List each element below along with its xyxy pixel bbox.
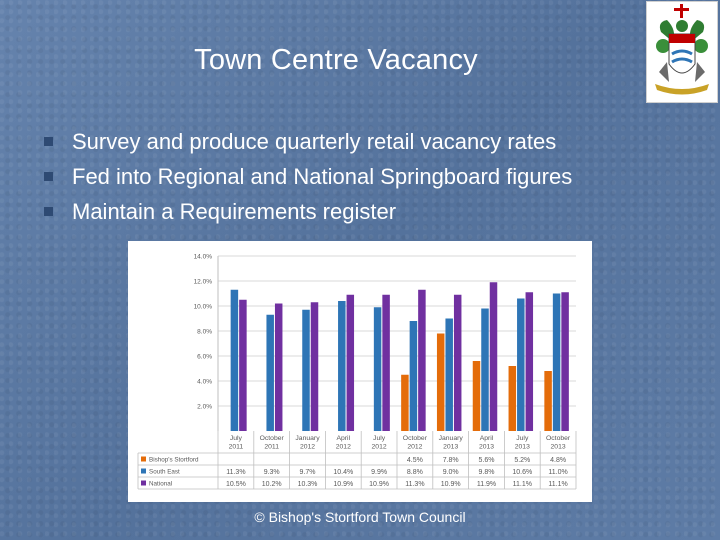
- x-tick-label: 2012: [372, 444, 387, 451]
- x-tick-label: July: [516, 435, 529, 442]
- data-label: 8.8%: [407, 469, 423, 476]
- bar-1-1: [266, 314, 274, 431]
- x-tick-label: July: [373, 435, 386, 442]
- bar-0-8: [508, 366, 517, 431]
- bar-1-7: [481, 308, 489, 431]
- footer-copyright: © Bishop's Stortford Town Council: [254, 509, 466, 525]
- y-tick-label: 14.0%: [194, 254, 213, 261]
- x-tick-label: January: [295, 435, 320, 442]
- bullet-list: Survey and produce quarterly retail vaca…: [44, 125, 572, 230]
- data-label: 11.1%: [513, 481, 532, 488]
- bar-1-5: [409, 321, 418, 431]
- bullet-item: Survey and produce quarterly retail vaca…: [44, 125, 572, 160]
- x-tick-label: April: [480, 435, 494, 442]
- x-tick-label: 2013: [551, 444, 566, 451]
- data-label: 9.3%: [264, 469, 280, 476]
- bar-0-9: [544, 371, 552, 431]
- y-tick-label: 8.0%: [197, 329, 212, 336]
- bar-2-0: [239, 299, 247, 431]
- bar-2-4: [382, 294, 390, 431]
- bar-0-7: [472, 361, 481, 431]
- data-label: 7.8%: [443, 457, 459, 464]
- x-tick-label: 2012: [300, 444, 315, 451]
- x-tick-label: January: [439, 435, 464, 442]
- bar-2-1: [274, 303, 283, 431]
- bullet-marker: [44, 137, 53, 146]
- x-tick-label: October: [546, 435, 571, 442]
- data-label: 11.0%: [548, 469, 567, 476]
- x-tick-label: 2011: [264, 444, 279, 451]
- bar-1-9: [552, 293, 561, 431]
- data-label: 9.9%: [371, 469, 387, 476]
- bar-2-2: [310, 302, 319, 431]
- x-tick-label: October: [403, 435, 428, 442]
- bullet-text: Survey and produce quarterly retail vaca…: [72, 129, 557, 154]
- legend-swatch-1: [141, 468, 146, 474]
- data-label: 9.0%: [443, 469, 459, 476]
- data-label: 5.6%: [479, 457, 495, 464]
- data-label: 10.9%: [333, 481, 353, 488]
- y-tick-label: 4.0%: [197, 379, 212, 386]
- bar-1-2: [302, 309, 310, 431]
- data-label: 10.4%: [333, 469, 353, 476]
- bar-0-6: [436, 333, 445, 431]
- y-tick-label: 10.0%: [194, 304, 213, 311]
- bullet-text: Maintain a Requirements register: [72, 199, 397, 224]
- legend-entry: National: [149, 481, 172, 488]
- data-label: 4.8%: [550, 457, 566, 464]
- bar-2-7: [489, 282, 498, 431]
- y-tick-label: 12.0%: [194, 279, 213, 286]
- coat-of-arms-icon: [646, 1, 718, 103]
- data-label: 5.2%: [514, 457, 530, 464]
- x-tick-label: 2012: [336, 444, 351, 451]
- data-label: 10.9%: [441, 481, 461, 488]
- y-tick-label: 6.0%: [197, 354, 212, 361]
- legend-entry: South East: [149, 469, 180, 476]
- data-label: 10.5%: [226, 481, 246, 488]
- bar-1-6: [445, 318, 453, 431]
- bar-1-3: [338, 301, 346, 431]
- data-label: 11.3%: [226, 469, 245, 476]
- data-label: 11.3%: [405, 481, 424, 488]
- vacancy-chart: 2.0% 4.0% 6.0% 8.0% 10.0% 12.0% 14.0% July 2011 O…: [128, 241, 592, 502]
- vacancy-chart-svg: 2.0% 4.0% 6.0% 8.0% 10.0% 12.0% 14.0% July 2011 O…: [137, 254, 577, 490]
- bullet-marker: [44, 207, 53, 216]
- x-tick-label: October: [260, 435, 285, 442]
- bar-2-9: [561, 292, 569, 431]
- bar-0-5: [401, 374, 409, 431]
- data-label: 11.9%: [477, 481, 496, 488]
- data-label: 9.8%: [479, 469, 495, 476]
- bar-2-8: [525, 292, 534, 431]
- footer: © Bishop's Stortford Town Council: [0, 509, 720, 527]
- legend-entry: Bishop's Stortford: [149, 457, 199, 464]
- bar-1-0: [230, 289, 239, 431]
- slide-title: Town Centre Vacancy: [194, 44, 478, 76]
- bar-2-5: [418, 289, 426, 431]
- bar-1-8: [517, 298, 525, 431]
- x-tick-label: 2011: [229, 444, 244, 451]
- y-tick-label: 2.0%: [197, 404, 212, 411]
- data-label: 10.3%: [298, 481, 318, 488]
- bullet-item: Maintain a Requirements register: [44, 195, 572, 230]
- bar-2-3: [346, 294, 355, 431]
- bullet-marker: [44, 172, 53, 181]
- data-label: 9.7%: [300, 469, 316, 476]
- data-label: 10.9%: [369, 481, 389, 488]
- bullet-item: Fed into Regional and National Springboa…: [44, 160, 572, 195]
- x-tick-label: July: [230, 435, 243, 442]
- bullet-text: Fed into Regional and National Springboa…: [72, 164, 573, 189]
- bar-2-6: [453, 294, 462, 431]
- legend-swatch-0: [141, 456, 146, 462]
- data-label: 10.2%: [262, 481, 282, 488]
- x-tick-label: 2012: [407, 444, 422, 451]
- legend-swatch-2: [141, 480, 146, 486]
- x-tick-label: 2013: [479, 444, 494, 451]
- x-tick-label: 2013: [443, 444, 458, 451]
- data-label: 11.1%: [548, 481, 567, 488]
- x-tick-label: 2013: [515, 444, 530, 451]
- bar-1-4: [373, 307, 382, 431]
- data-label: 10.6%: [512, 469, 532, 476]
- data-label: 4.5%: [407, 457, 423, 464]
- x-tick-label: April: [336, 435, 350, 442]
